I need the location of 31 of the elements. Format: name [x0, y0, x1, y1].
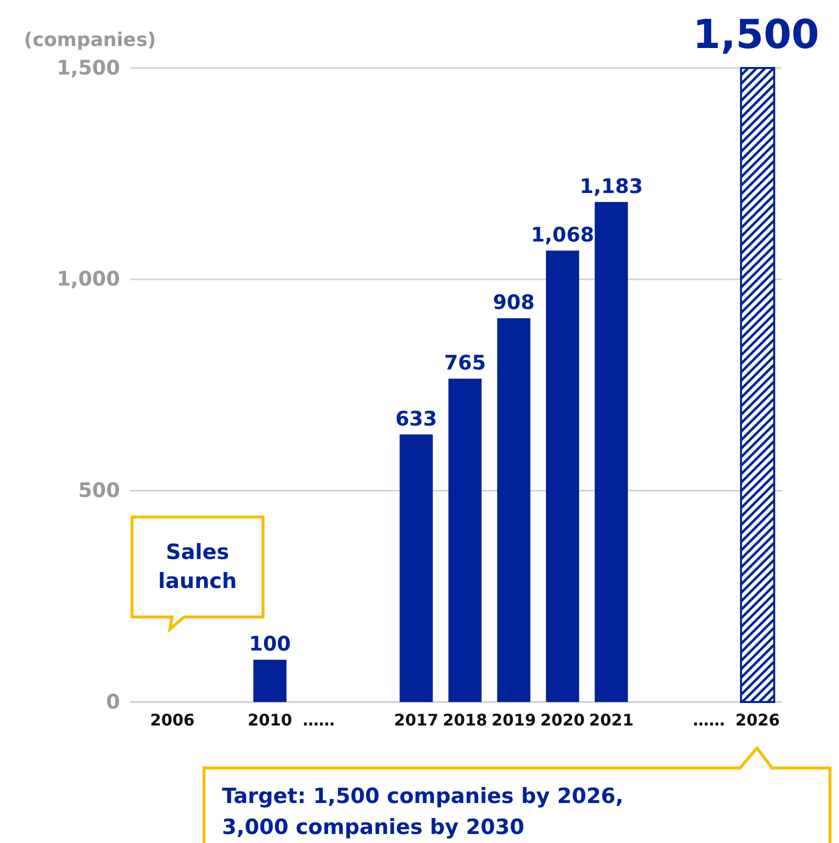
y-tick-label: 1,500: [56, 55, 120, 80]
data-label: 1,500: [692, 12, 820, 58]
y-tick-label: 1,000: [56, 266, 120, 291]
y-tick-label: 0: [106, 689, 120, 714]
bar: [740, 67, 776, 703]
data-label: 100: [249, 632, 291, 656]
text: Target: 1,500 companies by 2026, 3,000 companies by 2030: [222, 784, 624, 839]
y-axis-title: (companies): [24, 29, 156, 51]
x-tick-label: 2010: [248, 710, 292, 730]
bar: [253, 660, 287, 702]
y-tick-label: 500: [78, 478, 120, 502]
data-label: 1,068: [530, 222, 594, 247]
x-tick-label: 2018: [442, 710, 488, 730]
bar: [400, 434, 433, 702]
bar: [448, 378, 482, 702]
data-label: 765: [444, 350, 486, 375]
x-tick-label: 2017: [394, 710, 438, 730]
bar: [497, 318, 530, 702]
x-tick-label: 2026: [735, 710, 780, 730]
x-tick-label: ……: [302, 710, 335, 730]
bar: [594, 202, 628, 702]
x-tick-label: 2006: [150, 710, 195, 730]
x-tick-label: ……: [692, 710, 725, 730]
data-label: 1,183: [580, 174, 643, 198]
x-tick-label: 2019: [492, 710, 536, 730]
data-label: 908: [492, 290, 535, 314]
x-tick-label: 2021: [589, 710, 634, 730]
bar: [546, 250, 580, 702]
annotation: Sales launch: [158, 540, 237, 593]
x-tick-label: 2020: [540, 710, 585, 730]
data-label: 633: [395, 406, 438, 430]
